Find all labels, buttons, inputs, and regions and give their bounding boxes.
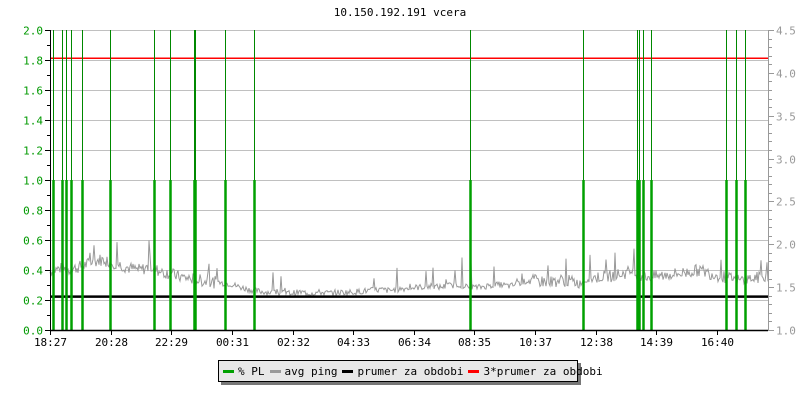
x-tick-label: 10:37 — [519, 336, 552, 349]
legend: % PL avg ping prumer za obdobi 3*prumer … — [218, 360, 603, 382]
left-tick-label: 0.0 — [23, 325, 43, 338]
left-tick-label: 1.2 — [23, 145, 43, 158]
left-tick-label: 1.6 — [23, 85, 43, 98]
x-tick-label: 16:40 — [701, 336, 734, 349]
left-tick-label: 0.4 — [23, 265, 43, 278]
x-tick-label: 12:38 — [580, 336, 613, 349]
left-tick-label: 0.6 — [23, 235, 43, 248]
avg-ping-line — [49, 240, 769, 298]
legend-item-avg-ping: avg ping — [269, 364, 338, 378]
legend-swatch — [342, 369, 354, 373]
right-tick-label: 4.5 — [776, 25, 796, 38]
x-tick-label: 22:29 — [155, 336, 188, 349]
right-tick-label: 4.0 — [776, 68, 796, 81]
x-tick-label: 14:39 — [640, 336, 673, 349]
left-tick-label: 2.0 — [23, 25, 43, 38]
left-tick-label: 1.0 — [23, 175, 43, 188]
right-tick-label: 2.0 — [776, 239, 796, 252]
legend-label: % PL — [238, 364, 265, 378]
x-tick-label: 08:35 — [458, 336, 491, 349]
legend-swatch — [223, 369, 234, 373]
right-tick-label: 3.0 — [776, 154, 796, 167]
legend-item-mean: prumer za obdobi — [342, 365, 463, 378]
right-tick-label: 1.0 — [776, 325, 796, 338]
left-tick-label: 0.2 — [23, 295, 43, 308]
legend-item-pl: % PL — [223, 365, 265, 378]
left-tick-label: 0.8 — [23, 205, 43, 218]
legend-label: prumer za obdobi — [357, 364, 464, 378]
right-tick-label: 1.5 — [776, 282, 796, 295]
x-tick-label: 18:27 — [34, 336, 67, 349]
legend-item-3x-mean: 3*prumer za obdobi — [468, 364, 603, 378]
legend-label: avg ping — [284, 364, 338, 378]
left-tick-label: 1.8 — [23, 55, 43, 68]
right-tick-label: 2.5 — [776, 196, 796, 209]
x-tick-label: 06:34 — [398, 336, 431, 349]
x-tick-label: 20:28 — [95, 336, 128, 349]
legend-swatch — [468, 369, 480, 373]
x-tick-label: 02:32 — [277, 336, 310, 349]
x-tick-label: 00:31 — [216, 336, 249, 349]
chart-title: 10.150.192.191 vcera — [333, 6, 467, 19]
legend-label: 3*prumer za obdobi — [483, 364, 603, 378]
left-tick-label: 1.4 — [23, 115, 43, 128]
x-tick-label: 04:33 — [337, 336, 370, 349]
right-tick-label: 3.5 — [776, 111, 796, 124]
legend-swatch — [269, 369, 281, 373]
